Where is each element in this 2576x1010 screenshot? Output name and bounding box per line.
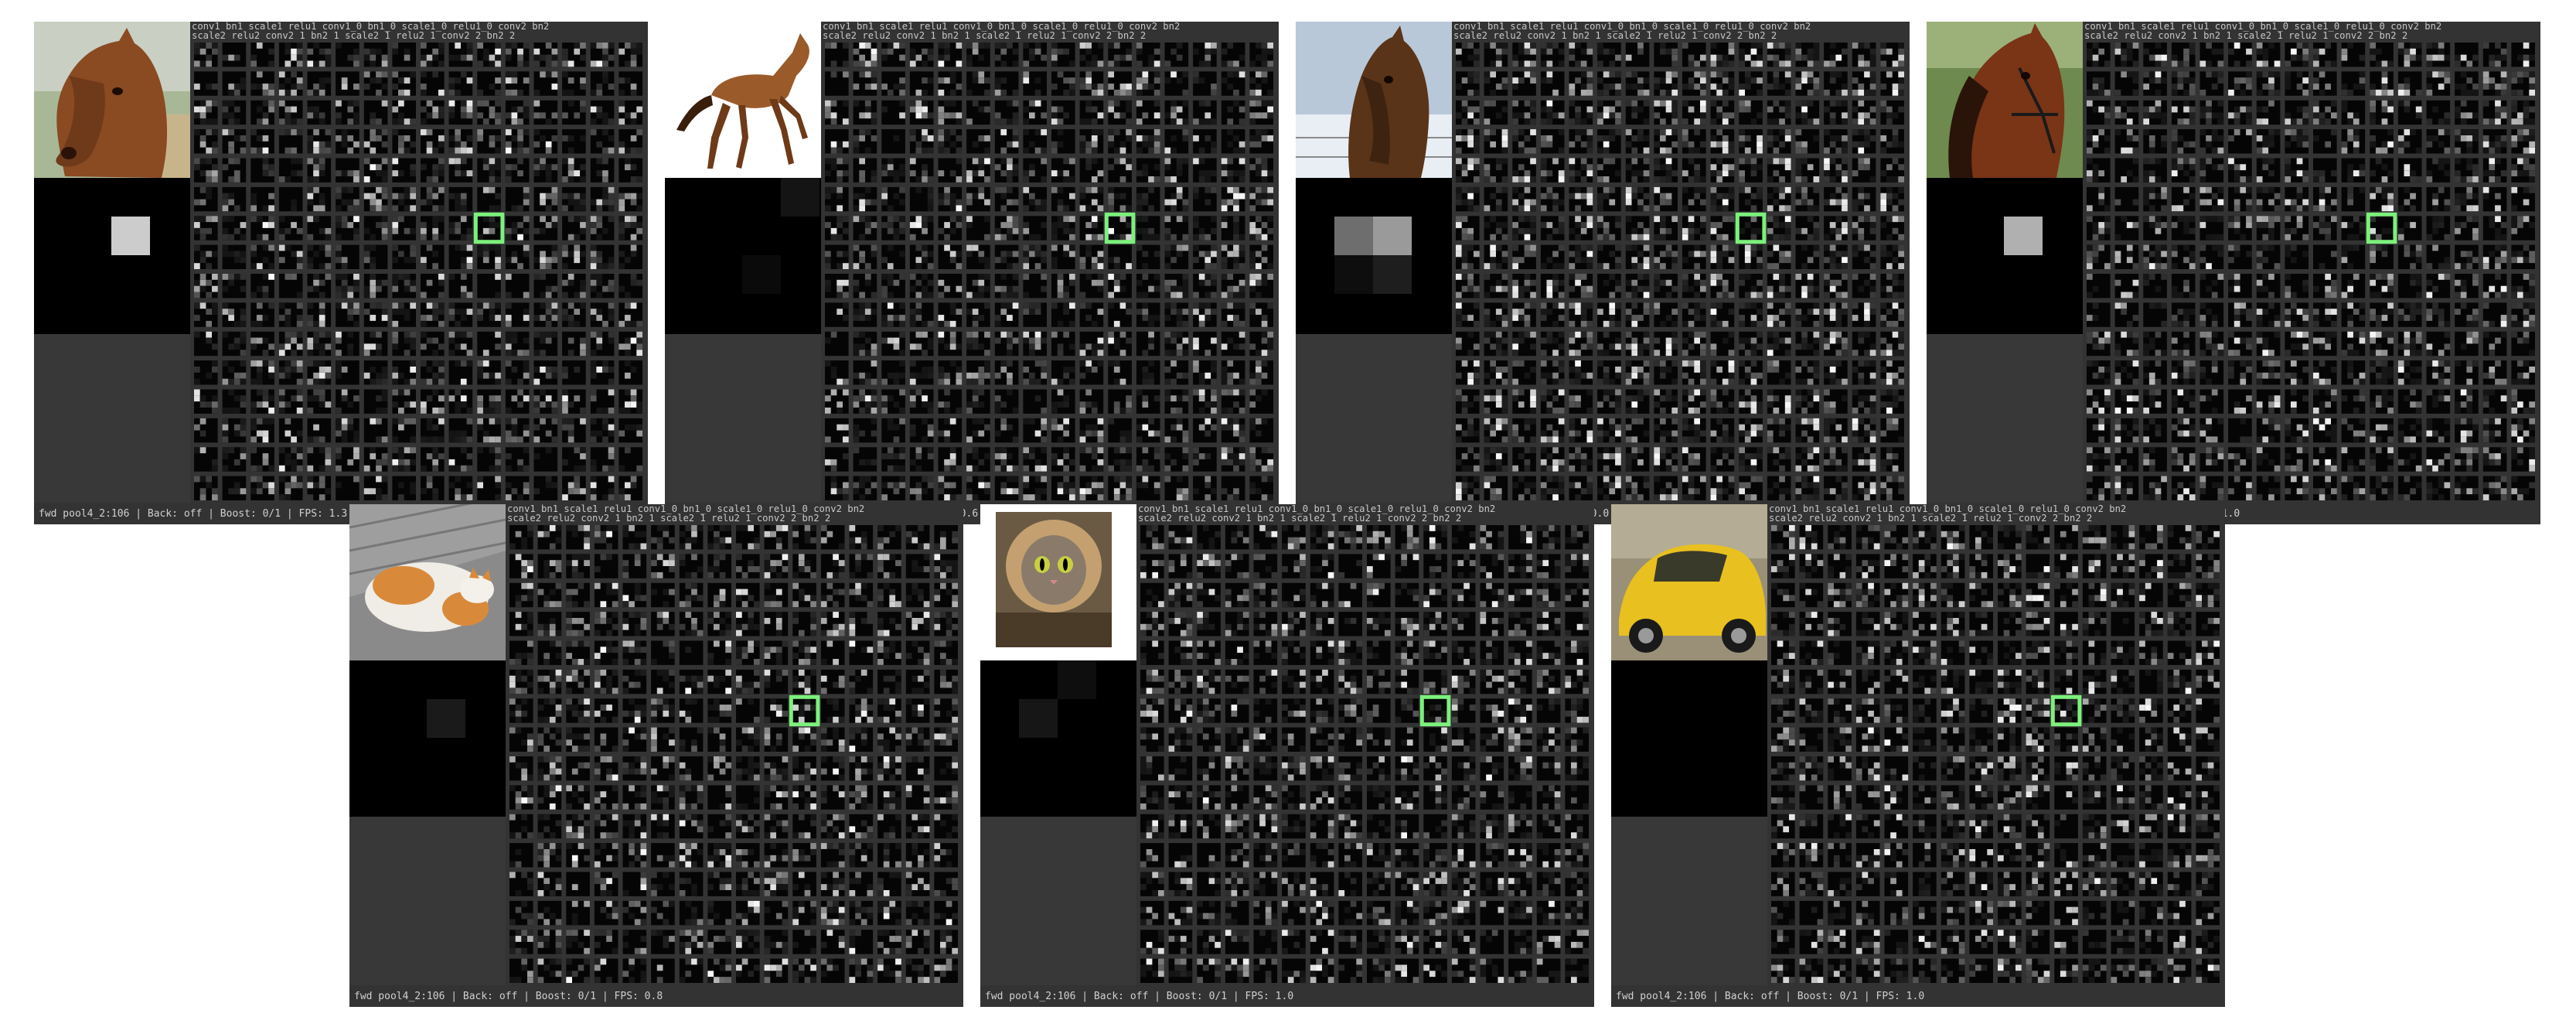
- activation-tile: [2196, 670, 2220, 694]
- input-column: [1927, 22, 2083, 503]
- status-bar: fwd pool4_2:106 | Back: off | Boost: 0/1…: [980, 987, 1594, 1007]
- layer-list[interactable]: conv1 bn1 scale1 relu1 conv1_0 bn1_0 sca…: [507, 504, 963, 523]
- left-empty-pane: [1611, 817, 1767, 985]
- activation-tile: [1969, 930, 1993, 954]
- activation-tile: [618, 418, 642, 442]
- activation-tile: [1193, 418, 1217, 442]
- visualizer-panel: conv1 bn1 scale1 relu1 conv1_0 bn1_0 sca…: [1611, 504, 2225, 1007]
- visualizer-panel: conv1 bn1 scale1 relu1 conv1_0 bn1_0 sca…: [1927, 22, 2540, 524]
- activation-grid[interactable]: [1453, 40, 1906, 503]
- input-image: [1927, 22, 2083, 178]
- status-bar: fwd pool4_2:106 | Back: off | Boost: 0/1…: [349, 987, 963, 1007]
- layer-list[interactable]: conv1 bn1 scale1 relu1 conv1_0 bn1_0 sca…: [1138, 504, 1594, 523]
- input-image: [349, 504, 506, 660]
- visualizer-panel: conv1 bn1 scale1 relu1 conv1_0 bn1_0 sca…: [34, 22, 648, 524]
- layer-list-line-2[interactable]: scale2 relu2 conv2_1 bn2_1 scale2_1 relu…: [2084, 31, 2540, 40]
- activation-tile: [566, 872, 590, 896]
- selected-unit-view: [1611, 660, 1767, 817]
- input-column: [665, 22, 821, 503]
- layer-list-line-2[interactable]: scale2 relu2 conv2_1 bn2_1 scale2_1 relu…: [823, 31, 1279, 40]
- selected-unit-view: [1927, 178, 2083, 334]
- activation-tile: [2115, 187, 2139, 211]
- activation-tile: [680, 641, 704, 665]
- status-bar: fwd pool4_2:106 | Back: off | Boost: 0/1…: [1611, 987, 2225, 1007]
- activation-grid[interactable]: [1138, 523, 1591, 985]
- input-column: [980, 504, 1136, 985]
- layer-list[interactable]: conv1 bn1 scale1 relu1 conv1_0 bn1_0 sca…: [1453, 22, 1910, 40]
- activation-tile: [2511, 43, 2535, 67]
- activation-grid[interactable]: [2084, 40, 2537, 503]
- activation-tile: [2083, 554, 2107, 578]
- layer-list-line-2[interactable]: scale2 relu2 conv2_1 bn2_1 scale2_1 relu…: [1769, 514, 2225, 523]
- input-image: [34, 22, 190, 178]
- input-column: [1296, 22, 1452, 503]
- visualizer-panel: conv1 bn1 scale1 relu1 conv1_0 bn1_0 sca…: [349, 504, 963, 1007]
- layer-list[interactable]: conv1 bn1 scale1 relu1 conv1_0 bn1_0 sca…: [192, 22, 648, 40]
- left-empty-pane: [34, 334, 190, 503]
- input-image: [1296, 22, 1452, 178]
- activation-grid[interactable]: [1769, 523, 2222, 985]
- input-image: [980, 504, 1136, 660]
- left-empty-pane: [1927, 334, 2083, 503]
- left-empty-pane: [349, 817, 506, 985]
- activation-tile: [223, 43, 247, 67]
- activation-grid[interactable]: [507, 523, 960, 985]
- layer-list[interactable]: conv1 bn1 scale1 relu1 conv1_0 bn1_0 sca…: [1769, 504, 2225, 523]
- selected-unit-view: [980, 660, 1136, 817]
- selected-unit-view: [34, 178, 190, 334]
- visualizer-panel: conv1 bn1 scale1 relu1 conv1_0 bn1_0 sca…: [1296, 22, 1910, 524]
- input-image: [1611, 504, 1767, 660]
- input-column: [349, 504, 506, 985]
- left-empty-pane: [665, 334, 821, 503]
- activation-tile: [910, 418, 934, 442]
- activation-tile: [1739, 418, 1763, 442]
- input-image: [665, 22, 821, 178]
- layer-list-line-2[interactable]: scale2 relu2 conv2_1 bn2_1 scale2_1 relu…: [1453, 31, 1910, 40]
- layer-list[interactable]: conv1 bn1 scale1 relu1 conv1_0 bn1_0 sca…: [823, 22, 1279, 40]
- layer-list-line-2[interactable]: scale2 relu2 conv2_1 bn2_1 scale2_1 relu…: [192, 31, 648, 40]
- selected-unit-view: [1296, 178, 1452, 334]
- layer-list-line-2[interactable]: scale2 relu2 conv2_1 bn2_1 scale2_1 relu…: [507, 514, 963, 523]
- visualizer-panel: conv1 bn1 scale1 relu1 conv1_0 bn1_0 sca…: [665, 22, 1279, 524]
- selected-unit-view: [665, 178, 821, 334]
- activation-grid[interactable]: [192, 40, 645, 503]
- input-column: [1611, 504, 1767, 985]
- activation-grid[interactable]: [823, 40, 1276, 503]
- input-column: [34, 22, 190, 503]
- visualizer-panel: conv1 bn1 scale1 relu1 conv1_0 bn1_0 sca…: [980, 504, 1594, 1007]
- left-empty-pane: [1296, 334, 1452, 503]
- activation-tile: [966, 187, 990, 211]
- left-empty-pane: [980, 817, 1136, 985]
- layer-list-line-2[interactable]: scale2 relu2 conv2_1 bn2_1 scale2_1 relu…: [1138, 514, 1594, 523]
- selected-unit-view: [349, 660, 506, 817]
- layer-list[interactable]: conv1 bn1 scale1 relu1 conv1_0 bn1_0 sca…: [2084, 22, 2540, 40]
- activation-tile: [2054, 814, 2078, 838]
